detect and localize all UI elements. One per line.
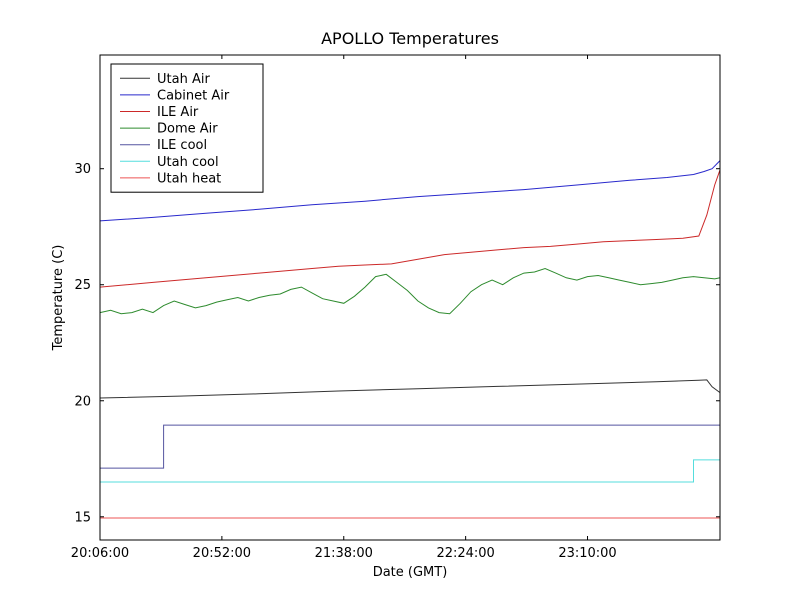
x-tick-label: 22:24:00: [436, 546, 494, 561]
y-tick-label: 25: [74, 278, 91, 293]
legend-label: Utah heat: [157, 171, 221, 186]
y-axis-label: Temperature (C): [51, 245, 66, 352]
series-line-ile-air: [99, 169, 721, 288]
legend-label: Utah cool: [157, 155, 219, 170]
legend-label: Cabinet Air: [157, 88, 230, 103]
legend-label: ILE cool: [157, 138, 207, 153]
legend-label: ILE Air: [157, 105, 199, 120]
y-tick-label: 20: [74, 394, 91, 409]
legend-label: Utah Air: [157, 72, 210, 87]
series-line-dome-air: [99, 267, 721, 315]
x-tick-label: 20:52:00: [193, 546, 251, 561]
series-line-cabinet-air: [99, 160, 721, 222]
y-tick-label: 15: [74, 510, 91, 525]
legend-label: Dome Air: [157, 122, 218, 137]
series-line-utah-cool: [100, 459, 720, 483]
y-tick-label: 30: [74, 162, 91, 177]
x-tick-label: 20:06:00: [71, 546, 129, 561]
chart-title: APOLLO Temperatures: [321, 29, 499, 48]
plot-border: [99, 54, 721, 541]
x-tick-label: 23:10:00: [558, 546, 616, 561]
series-line-ile-cool: [100, 424, 720, 469]
x-tick-label: 21:38:00: [315, 546, 373, 561]
x-axis-label: Date (GMT): [373, 565, 448, 580]
series-line-utah-air: [99, 379, 721, 399]
